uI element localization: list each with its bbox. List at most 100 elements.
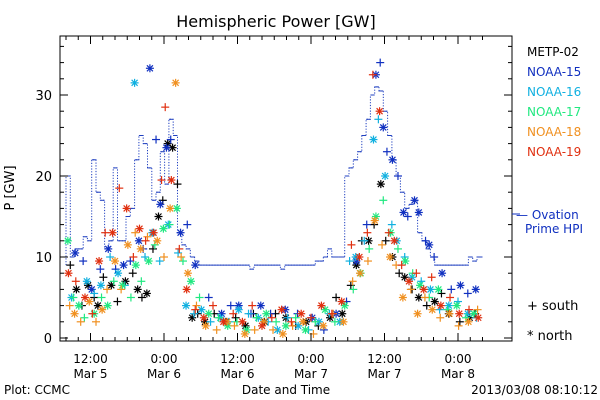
north-marker	[240, 329, 249, 338]
legend-entry: NOAA-15	[527, 65, 581, 79]
marker-legend-entry: + south	[527, 299, 578, 314]
south-marker	[131, 228, 140, 237]
x-tick-label-date: Mar 7	[367, 367, 401, 381]
south-marker	[150, 240, 159, 249]
north-marker	[70, 309, 79, 318]
north-marker	[199, 313, 208, 322]
north-marker	[234, 305, 243, 314]
south-marker	[191, 305, 200, 314]
x-tick-label-date: Mar 8	[441, 367, 475, 381]
north-marker	[464, 317, 473, 326]
south-marker	[272, 317, 281, 326]
north-marker	[149, 228, 158, 237]
north-marker	[201, 321, 210, 330]
legend: METP-02 NOAA-15 NOAA-16 NOAA-17 NOAA-18 NOAA-…	[527, 45, 581, 159]
south-marker	[113, 297, 122, 306]
north-marker	[118, 281, 127, 290]
north-marker	[162, 143, 171, 152]
south-marker	[365, 244, 374, 253]
north-marker	[103, 301, 112, 310]
y-axis-label: P [GW]	[3, 165, 18, 210]
south-marker	[378, 240, 387, 249]
south-marker	[427, 273, 436, 282]
x-tick-label-date: Mar 6	[147, 367, 181, 381]
south-marker	[332, 293, 341, 302]
north-marker	[135, 224, 144, 233]
south-marker	[214, 313, 223, 322]
south-marker	[229, 309, 238, 318]
north-marker	[82, 277, 91, 286]
north-marker	[153, 236, 162, 245]
y-tick-label: 0	[44, 332, 52, 347]
north-marker	[376, 180, 385, 189]
north-marker	[219, 317, 228, 326]
x-tick-label-time: 12:00	[73, 352, 108, 366]
north-marker	[390, 236, 399, 245]
north-marker	[445, 309, 454, 318]
south-marker	[109, 277, 118, 286]
marker-legend-entry: * north	[527, 329, 573, 344]
north-marker	[379, 123, 388, 132]
south-marker	[244, 309, 253, 318]
south-marker	[106, 253, 115, 261]
south-marker	[71, 277, 80, 286]
south-marker	[393, 172, 402, 180]
north-marker	[408, 273, 417, 282]
north-marker	[428, 305, 437, 314]
north-marker	[182, 285, 191, 294]
south-marker	[111, 265, 120, 274]
south-marker	[76, 317, 85, 326]
north-marker	[364, 236, 373, 245]
ovation-series	[65, 86, 483, 270]
south-marker	[311, 317, 320, 326]
x-tick-label-time: 0:00	[445, 352, 472, 366]
south-marker	[160, 253, 168, 261]
north-marker	[191, 261, 200, 270]
south-marker	[362, 220, 371, 229]
north-marker	[63, 236, 72, 245]
south-marker	[387, 220, 396, 229]
north-marker	[273, 325, 282, 334]
north-marker	[188, 313, 197, 322]
north-marker	[123, 240, 132, 249]
plot-credit: Plot: CCMC	[4, 383, 70, 397]
south-marker	[190, 309, 199, 318]
chart-title: Hemispheric Power [GW]	[176, 12, 375, 31]
y-tick-label: 20	[35, 170, 52, 185]
north-marker	[456, 281, 465, 290]
north-marker	[136, 244, 145, 253]
south-marker	[101, 228, 110, 237]
south-marker	[269, 325, 278, 334]
north-marker	[64, 269, 73, 278]
north-marker	[277, 305, 286, 314]
north-marker	[430, 297, 439, 306]
south-marker	[96, 265, 105, 274]
south-marker	[403, 212, 412, 221]
north-marker	[381, 172, 390, 180]
south-marker	[126, 293, 135, 302]
south-marker	[267, 313, 276, 322]
south-marker	[360, 236, 369, 245]
south-marker	[436, 313, 445, 322]
north-marker	[434, 285, 443, 294]
marker-legend: + south * north	[527, 299, 578, 344]
south-marker	[421, 236, 430, 245]
north-marker	[262, 309, 271, 318]
south-marker	[141, 236, 150, 245]
south-marker	[173, 180, 182, 189]
north-marker	[425, 240, 434, 249]
north-marker	[197, 305, 206, 314]
south-marker	[157, 176, 166, 185]
south-marker	[148, 244, 157, 253]
x-tick-label-date: Mar 7	[294, 367, 328, 381]
y-tick-label: 10	[35, 251, 52, 266]
north-marker	[375, 107, 384, 116]
south-marker	[65, 301, 74, 310]
north-marker	[172, 204, 181, 213]
south-marker	[97, 293, 106, 302]
south-marker	[231, 313, 240, 322]
south-marker	[420, 293, 429, 302]
south-marker	[195, 293, 204, 302]
south-marker	[463, 289, 472, 298]
x-axis-label: Date and Time	[242, 383, 330, 397]
